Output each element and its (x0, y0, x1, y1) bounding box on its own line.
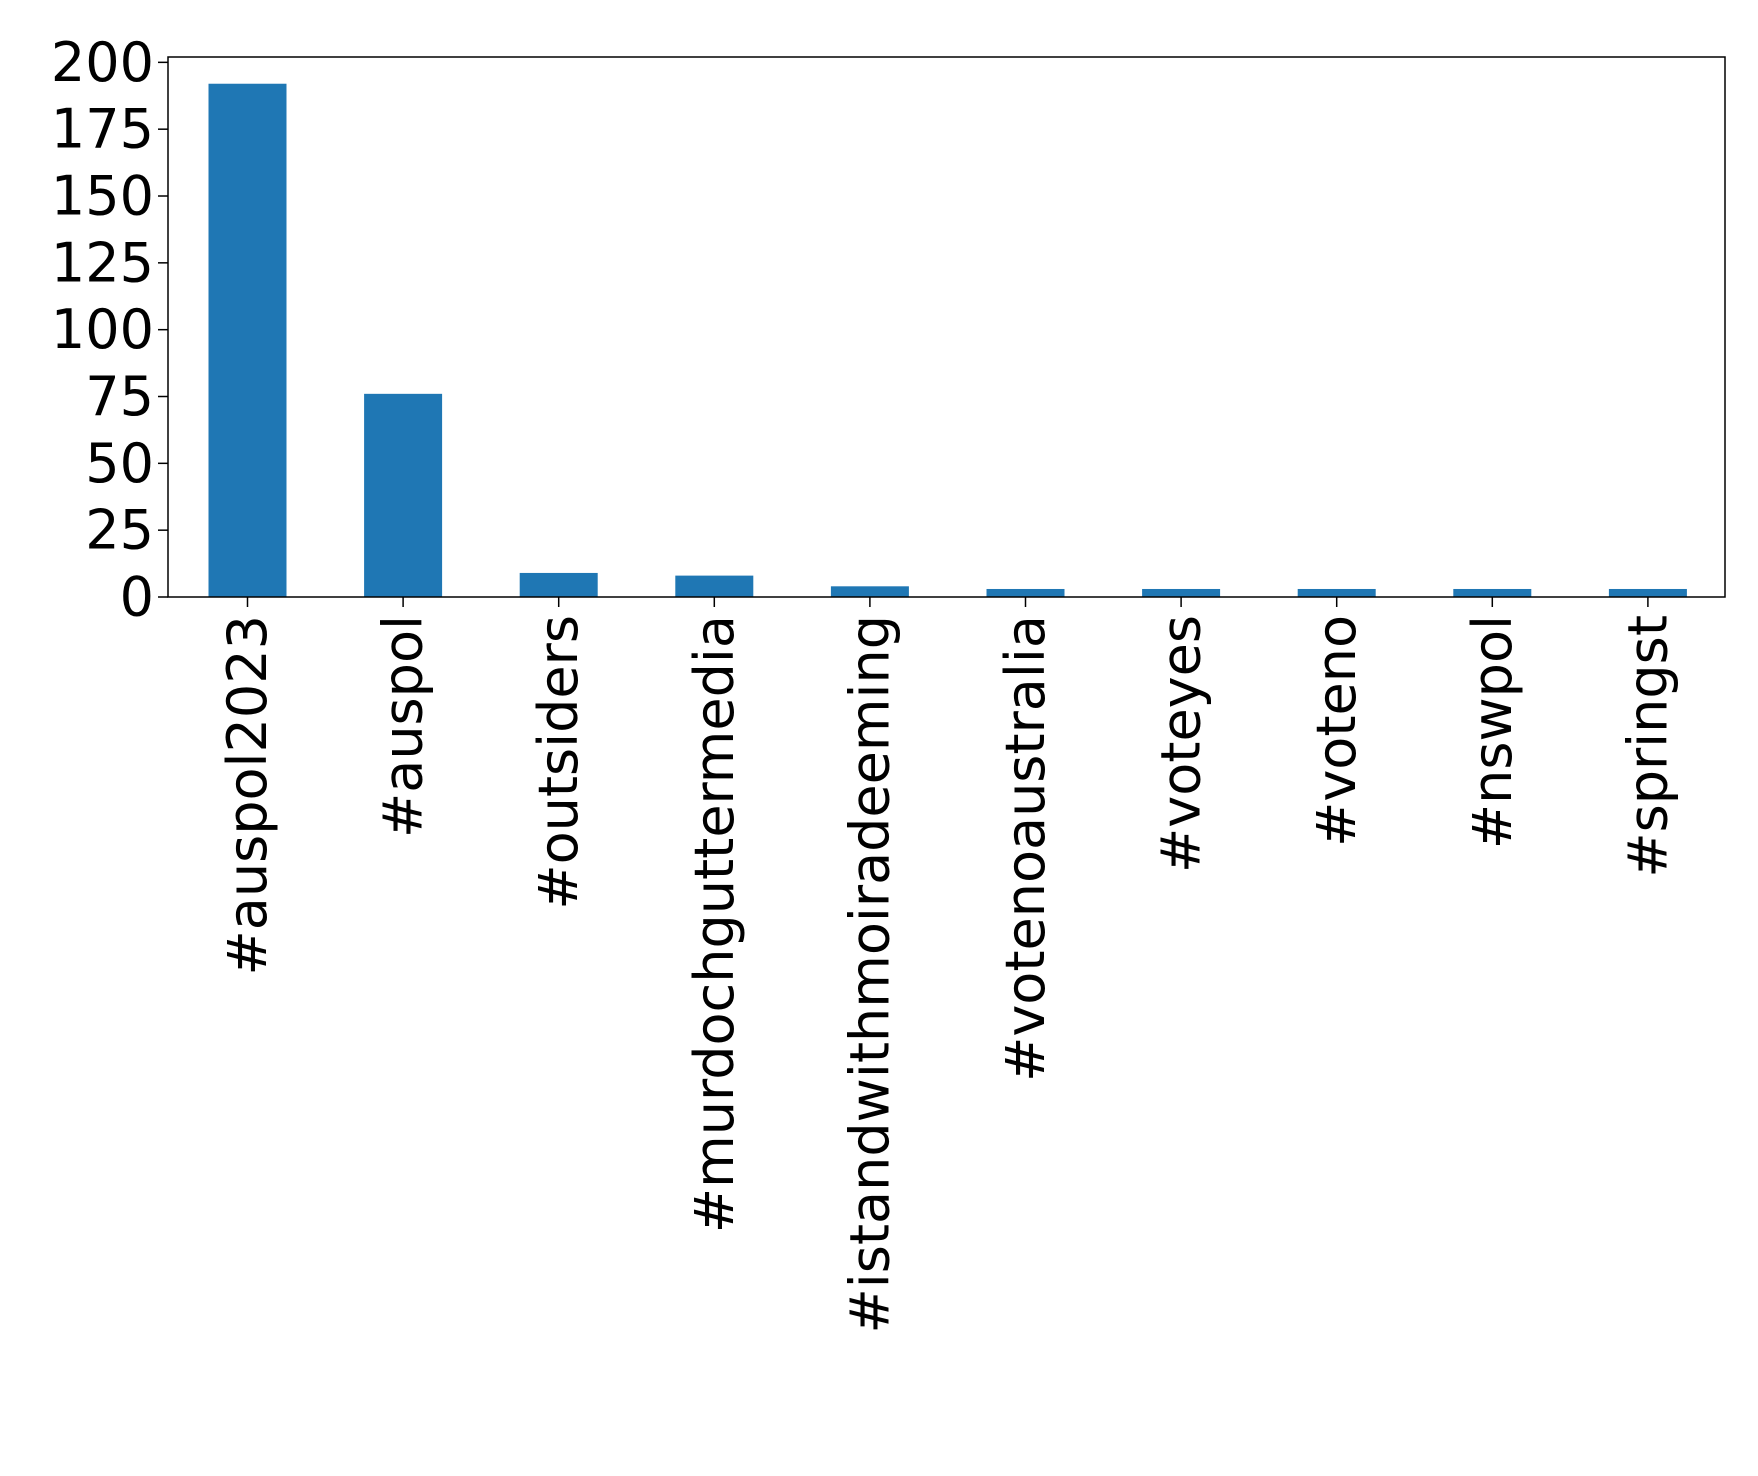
y-tick-label: 200 (51, 31, 154, 94)
bar-votenoaustralia (986, 588, 1065, 597)
y-tick-label: 100 (51, 298, 154, 361)
x-tick-label-murdochguttermedia: #murdochguttermedia (683, 615, 746, 1233)
x-tick-label-nswpol: #nswpol (1461, 615, 1524, 849)
y-tick-label: 75 (85, 365, 154, 428)
bar-springst (1608, 588, 1687, 597)
x-tick-label-istandwithmoiradeeming: #istandwithmoiradeeming (838, 615, 901, 1333)
x-tick-label-auspol: #auspol (372, 615, 435, 838)
bar-voteyes (1142, 588, 1221, 597)
bar-outsiders (519, 572, 598, 597)
y-tick-label: 50 (85, 432, 154, 495)
x-tick-label-auspol2023: #auspol2023 (216, 615, 279, 975)
y-tick-label: 175 (51, 98, 154, 161)
x-axis: #auspol2023 #auspol #outsiders #murdochgutt… (216, 597, 1679, 1333)
bar-auspol2023 (208, 83, 287, 598)
y-tick-label: 125 (51, 231, 154, 294)
bar-murdochguttermedia (675, 575, 754, 597)
bar-nswpol (1453, 588, 1532, 597)
y-tick-label: 150 (51, 165, 154, 228)
x-tick-label-voteyes: #voteyes (1150, 615, 1213, 873)
x-tick-label-outsiders: #outsiders (527, 615, 590, 910)
y-tick-label: 0 (120, 566, 154, 629)
x-tick-label-springst: #springst (1616, 615, 1679, 878)
bar-voteno (1297, 588, 1376, 597)
axes-frame (167, 56, 1726, 598)
bar-istandwithmoiradeeming (830, 586, 909, 597)
y-tick-label: 25 (85, 499, 154, 562)
x-tick-label-votenoaustralia: #votenoaustralia (994, 615, 1057, 1082)
bars-group (208, 83, 1687, 598)
bar-auspol (364, 393, 443, 597)
x-tick-label-voteno: #voteno (1305, 615, 1368, 847)
